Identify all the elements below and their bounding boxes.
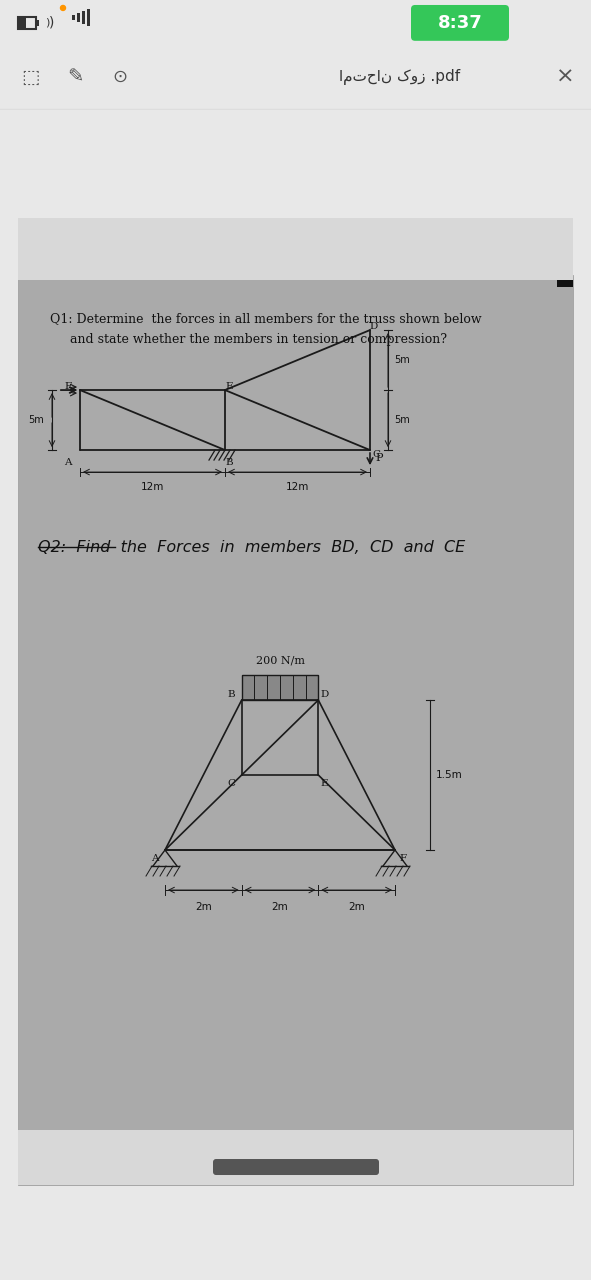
Text: 2m: 2m — [195, 902, 212, 913]
Text: Q2:  Find  the  Forces  in  members  BD,  CD  and  CE: Q2: Find the Forces in members BD, CD an… — [38, 540, 465, 556]
Text: C: C — [228, 778, 236, 787]
Text: P: P — [375, 453, 382, 463]
Bar — [87, 9, 90, 26]
Text: 8:37: 8:37 — [437, 14, 482, 32]
Text: 5m: 5m — [394, 415, 410, 425]
Text: D: D — [320, 690, 329, 699]
Text: امتحان کوز .pdf: امتحان کوز .pdf — [339, 69, 460, 84]
Bar — [242, 675, 319, 700]
Text: 1.5m: 1.5m — [436, 771, 463, 780]
Text: A: A — [151, 854, 159, 863]
Text: 5m: 5m — [394, 355, 410, 365]
Text: ⬚: ⬚ — [21, 68, 39, 87]
Text: Q1: Determine  the forces in all members for the truss shown below: Q1: Determine the forces in all members … — [50, 312, 482, 325]
Text: ✎: ✎ — [67, 68, 83, 87]
Text: C: C — [372, 449, 380, 458]
Text: ⊙: ⊙ — [112, 68, 128, 86]
Text: 2m: 2m — [348, 902, 365, 913]
FancyBboxPatch shape — [213, 1158, 379, 1175]
Bar — [557, 265, 573, 287]
Text: 2m: 2m — [272, 902, 288, 913]
Text: ×: × — [556, 67, 574, 87]
Text: E: E — [320, 778, 328, 787]
Bar — [72, 15, 75, 20]
Text: 12m: 12m — [286, 483, 309, 492]
Text: 200 N/m: 200 N/m — [255, 655, 304, 666]
Text: A: A — [64, 457, 72, 466]
Circle shape — [60, 5, 66, 10]
Text: ): ) — [45, 18, 49, 28]
Bar — [18, 218, 573, 280]
Bar — [36, 20, 39, 26]
Text: F: F — [64, 381, 72, 390]
Bar — [18, 17, 36, 29]
Text: F: F — [400, 854, 407, 863]
Text: and state whether the members in tension or compression?: and state whether the members in tension… — [70, 333, 447, 346]
Bar — [18, 1130, 573, 1185]
Bar — [19, 18, 26, 28]
Text: D: D — [370, 321, 378, 330]
Text: 5m: 5m — [28, 415, 44, 425]
Bar — [82, 12, 85, 24]
Text: B: B — [225, 457, 233, 466]
Text: B: B — [228, 690, 235, 699]
Bar — [18, 275, 573, 1185]
FancyBboxPatch shape — [411, 5, 509, 41]
Bar — [77, 13, 80, 22]
Bar — [540, 268, 560, 278]
Text: ): ) — [49, 15, 55, 29]
Bar — [18, 220, 573, 275]
Text: 12m: 12m — [141, 483, 164, 492]
Text: E: E — [225, 381, 233, 390]
